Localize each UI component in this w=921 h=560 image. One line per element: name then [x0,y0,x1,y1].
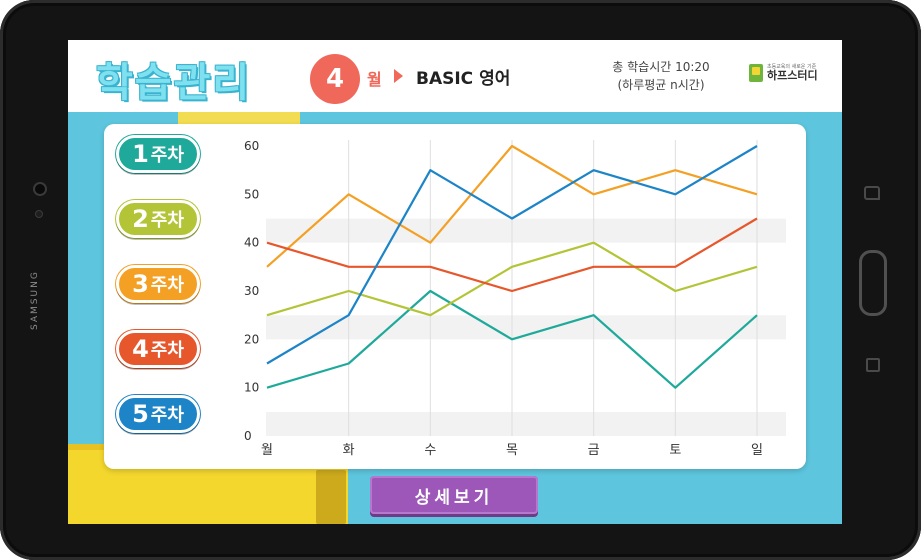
header-bar: 학습관리 4 월 BASIC 영어 총 학습시간 10:20 (하루평균 n시간… [68,40,842,112]
x-tick-label: 화 [343,443,355,458]
week-label: 주차 [150,340,184,361]
week-number: 3 [132,270,149,298]
arrow-right-icon [394,69,403,83]
series-line-1 [266,289,758,389]
week-button-2[interactable]: 2 주차 [116,200,200,238]
y-tick-label: 10 [244,381,259,395]
series-line-3 [266,144,758,268]
x-tick-label: 금 [588,443,600,458]
y-tick-label: 0 [244,429,252,443]
x-tick-label: 수 [424,443,436,458]
week-number: 2 [132,205,149,233]
week-number: 4 [132,335,149,363]
month-unit: 월 [367,70,382,89]
month-badge[interactable]: 4 [310,54,360,104]
line-chart: 0 10 20 30 40 50 60 월 화 수 목 금 토 일 [244,139,786,458]
study-time: 총 학습시간 10:20 (하루평균 n시간) [596,58,726,94]
front-camera [33,182,47,196]
sensor [35,210,43,218]
detail-view-button[interactable]: 상세보기 [370,476,538,514]
y-tick-label: 20 [244,332,259,346]
week-button-1[interactable]: 1 주차 [116,135,200,173]
week-button-5[interactable]: 5 주차 [116,395,200,433]
logo-subtitle: 초등교육의 새로운 기준 [767,64,817,70]
x-tick-label: 일 [751,443,763,458]
back-key[interactable] [864,186,880,200]
week-button-3[interactable]: 3 주차 [116,265,200,303]
week-label: 주차 [150,275,184,296]
x-tick-label: 월 [261,443,273,458]
y-tick-label: 60 [244,139,259,153]
grid-band [266,218,786,243]
grid-band [266,412,786,436]
page-title: 학습관리 [96,60,252,106]
week-label: 주차 [150,145,184,166]
device-brand: SAMSUNG [30,270,40,330]
week-button-4[interactable]: 4 주차 [116,330,200,368]
home-key[interactable] [859,250,887,316]
series-line-5 [266,145,758,365]
y-tick-label: 40 [244,236,259,250]
series-line-4 [266,217,758,293]
daily-average: (하루평균 n시간) [617,78,705,92]
logo-text: 하프스터디 [767,69,818,82]
logo-icon [749,64,763,82]
week-label: 주차 [150,210,184,231]
course-name: BASIC 영어 [416,69,511,89]
series-line-2 [266,241,758,317]
week-number: 1 [132,140,149,168]
y-tick-label: 50 [244,187,259,201]
chart-card: 1 주차 2 주차 3 주차 4 주차 5 주차 0 10 20 30 40 50 60 월 화 수 목 금 토 일 [104,124,806,469]
recent-apps-key[interactable] [866,358,880,372]
brand-logo: 초등교육의 새로운 기준 하프스터디 [749,64,818,82]
app-screen: 학습관리 4 월 BASIC 영어 총 학습시간 10:20 (하루평균 n시간… [68,40,842,524]
week-number: 5 [132,400,149,428]
total-study-time: 총 학습시간 10:20 [612,60,710,74]
x-tick-label: 토 [669,443,681,458]
x-tick-label: 목 [506,443,518,458]
background-book-spine [316,470,346,524]
week-label: 주차 [150,405,184,426]
y-tick-label: 30 [244,284,259,298]
